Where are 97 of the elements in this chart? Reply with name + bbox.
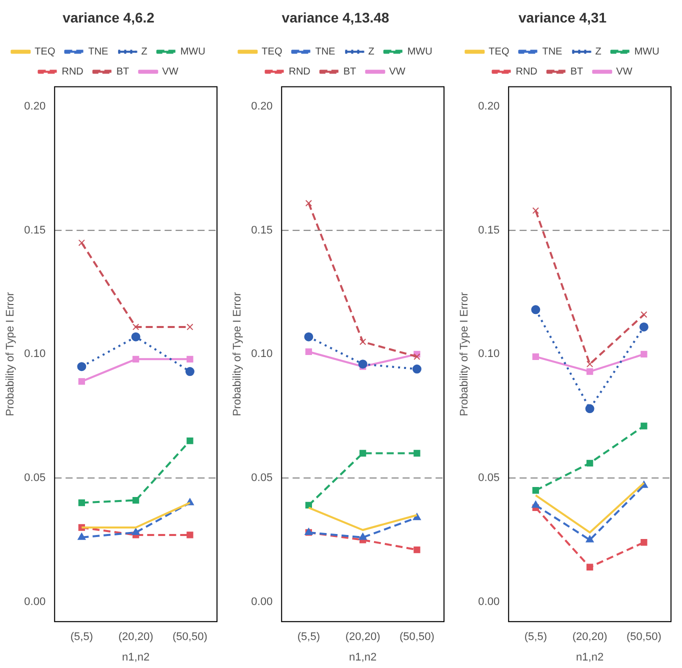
legend-label: TEQ [34, 46, 56, 58]
legend-label: RND [288, 66, 310, 78]
legend-label: TNE [315, 46, 336, 58]
y-tick-label: 0.15 [251, 224, 273, 236]
y-tick-label: 0.20 [24, 100, 46, 113]
x-tick-label: (20,20) [118, 631, 154, 644]
point [359, 338, 366, 346]
legend-label: Z [595, 46, 602, 58]
point [639, 322, 648, 332]
legend-label: BT [116, 66, 130, 78]
point [132, 528, 140, 535]
point [414, 450, 420, 457]
point [414, 353, 420, 360]
point [586, 460, 594, 466]
y-axis-title: Probability of Type I Error [4, 292, 17, 416]
chart-title: variance 4,13.48 [282, 9, 390, 26]
y-axis-title: Probability of Type I Error [458, 292, 471, 416]
legend-label: TEQ [488, 46, 510, 58]
point [186, 532, 194, 538]
point [585, 404, 594, 414]
y-tick-label: 0.05 [24, 472, 46, 484]
legend-label: MWU [180, 46, 206, 58]
y-axis-title: Probability of Type I Error [232, 292, 244, 416]
point [532, 353, 540, 360]
point [78, 239, 86, 246]
y-tick-label: 0.15 [24, 224, 46, 236]
point [586, 368, 594, 375]
point [586, 360, 594, 368]
legend-label: RND [516, 66, 538, 78]
point [304, 332, 314, 342]
point [586, 564, 594, 570]
y-tick-label: 0.00 [24, 596, 46, 608]
legend-label: MWU [634, 46, 660, 58]
x-tick-label: (5,5) [297, 631, 320, 644]
x-tick-label: (50,50) [626, 631, 662, 644]
y-tick-label: 0.20 [251, 100, 273, 113]
x-tick-label: (20,20) [572, 631, 608, 644]
point [358, 532, 367, 540]
point [532, 207, 540, 214]
legend-label: VW [616, 66, 633, 78]
legend-label: Z [141, 46, 148, 58]
point [640, 539, 648, 546]
point [412, 513, 421, 520]
point [640, 422, 648, 430]
x-axis-title: n1,n2 [576, 651, 604, 664]
y-tick-label: 0.05 [251, 472, 273, 484]
legend-label: VW [389, 66, 406, 78]
y-tick-label: 0.05 [478, 472, 500, 484]
point [78, 499, 86, 506]
point [586, 535, 594, 542]
x-tick-label: (20,20) [345, 631, 380, 644]
y-tick-label: 0.10 [24, 348, 46, 360]
point [359, 450, 366, 457]
point [131, 332, 140, 342]
point [186, 356, 194, 362]
x-tick-label: (50,50) [172, 631, 208, 644]
point [414, 546, 420, 554]
legend-label: BT [570, 66, 584, 78]
point [78, 378, 86, 385]
x-tick-label: (5,5) [70, 631, 93, 644]
point [186, 324, 194, 330]
chart-title: variance 4,31 [518, 9, 607, 26]
legend-label: MWU [407, 46, 432, 58]
point [132, 496, 140, 504]
point [185, 367, 194, 376]
legend-label: TEQ [262, 46, 282, 58]
point [640, 311, 648, 318]
y-tick-label: 0.10 [478, 348, 500, 360]
y-tick-label: 0.10 [251, 348, 273, 360]
point [186, 438, 194, 444]
point [532, 487, 540, 494]
y-tick-label: 0.20 [478, 100, 500, 113]
legend-label: BT [343, 66, 356, 78]
y-tick-label: 0.15 [478, 224, 500, 236]
legend-label: RND [62, 66, 84, 78]
point [532, 500, 540, 508]
point [305, 200, 312, 206]
x-tick-label: (50,50) [400, 631, 434, 644]
point [531, 305, 540, 314]
legend-label: VW [162, 66, 179, 78]
legend-label: TNE [88, 46, 109, 58]
chart-title: variance 4,6.2 [62, 9, 155, 26]
point [77, 362, 86, 372]
point [78, 532, 86, 540]
x-axis-title: n1,n2 [122, 651, 150, 664]
point [412, 364, 422, 374]
legend-label: Z [368, 46, 374, 58]
point [640, 350, 648, 358]
point [305, 348, 312, 356]
point [358, 360, 368, 369]
x-axis-title: n1,n2 [349, 651, 377, 664]
point [132, 324, 140, 330]
y-tick-label: 0.00 [251, 596, 273, 608]
legend-label: TNE [542, 46, 563, 58]
x-tick-label: (5,5) [524, 631, 547, 644]
point [132, 356, 140, 362]
y-tick-label: 0.00 [478, 596, 500, 608]
